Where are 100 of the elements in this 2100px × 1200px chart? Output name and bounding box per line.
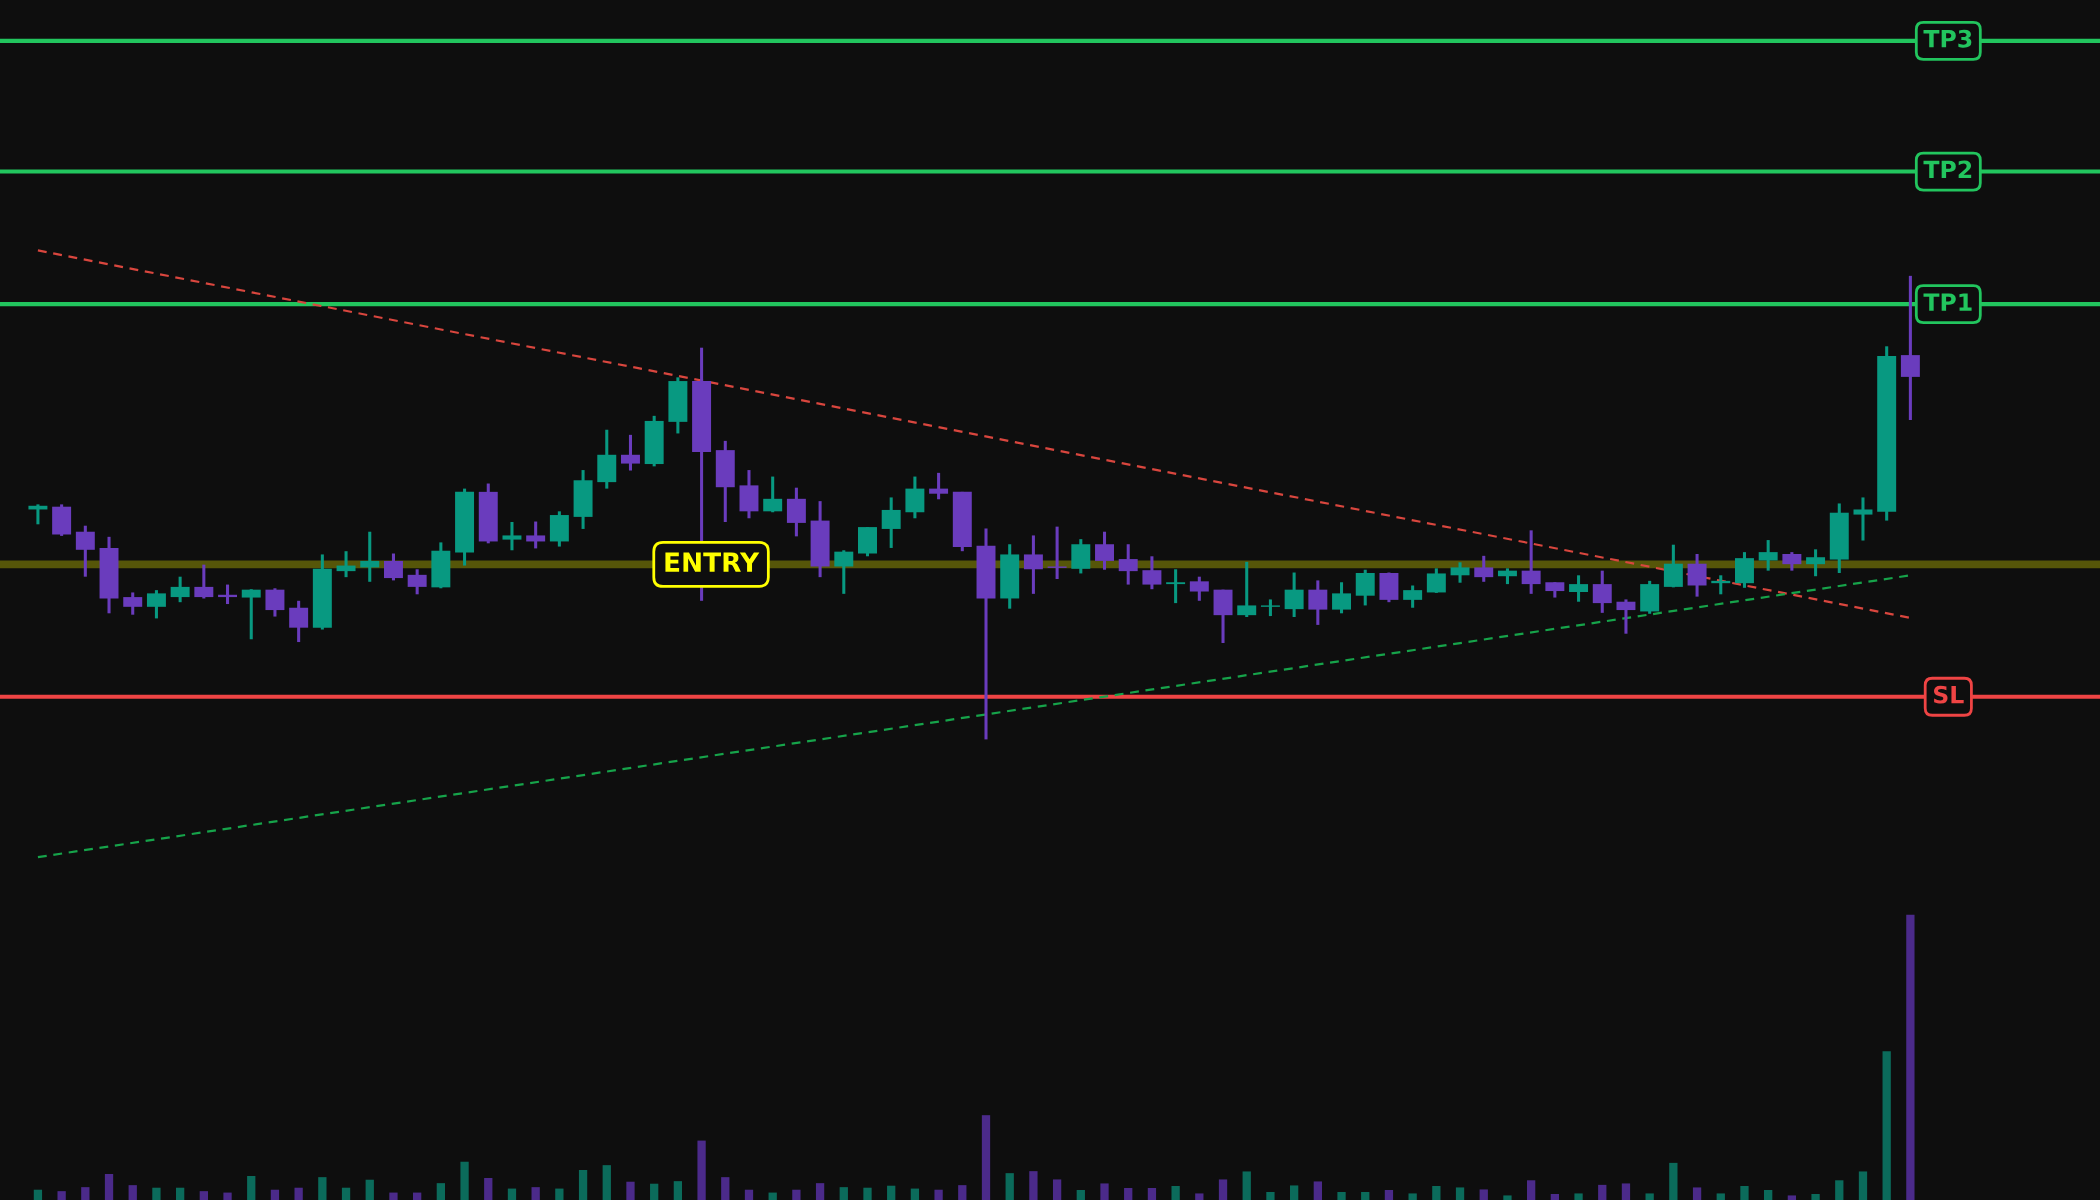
bar — [57, 1191, 66, 1200]
candlestick — [1237, 560, 1257, 618]
bar — [1195, 1193, 1204, 1200]
candlestick — [1474, 554, 1494, 582]
bar — [318, 1177, 327, 1200]
candlestick — [834, 550, 854, 594]
candlestick — [146, 590, 166, 619]
candlestick — [360, 531, 380, 582]
candlestick — [1403, 585, 1423, 608]
bar — [1835, 1180, 1844, 1200]
bar — [1005, 1173, 1014, 1200]
ref-line-label: SL — [1933, 685, 1964, 704]
ref-line-label: TP2 — [1923, 160, 1972, 179]
candlestick — [1189, 576, 1209, 601]
bar — [1858, 1171, 1868, 1200]
bar — [1740, 1186, 1749, 1200]
bar — [650, 1183, 659, 1200]
candlestick — [1142, 556, 1162, 591]
bar — [33, 1189, 43, 1200]
bar — [910, 1188, 920, 1200]
bar — [1313, 1181, 1322, 1200]
bar — [413, 1192, 422, 1200]
bar — [1100, 1183, 1109, 1200]
band-label: ENTRY — [665, 552, 760, 572]
bar — [507, 1188, 517, 1200]
bar — [247, 1176, 256, 1200]
candlestick — [1095, 531, 1114, 570]
bar — [1645, 1193, 1654, 1200]
bar — [365, 1179, 374, 1200]
bar — [1811, 1194, 1820, 1200]
candlestick — [526, 521, 546, 549]
candlestick — [194, 564, 214, 599]
ref-line-label: TP1 — [1923, 293, 1972, 311]
bar — [1764, 1190, 1773, 1200]
bar — [578, 1170, 588, 1200]
bar — [839, 1187, 848, 1200]
candlestick — [1426, 568, 1446, 593]
candlestick — [1521, 530, 1541, 594]
candlestick — [929, 471, 949, 500]
bar — [1479, 1189, 1488, 1200]
bar — [1242, 1171, 1251, 1200]
bar — [1361, 1192, 1370, 1200]
bar — [1124, 1188, 1133, 1200]
bar — [934, 1189, 943, 1200]
candlestick — [1355, 569, 1375, 606]
candlestick — [1616, 599, 1636, 634]
candlestick — [763, 476, 783, 513]
bar — [1337, 1192, 1346, 1200]
candlestick — [1806, 549, 1826, 578]
bar — [1029, 1171, 1038, 1200]
bar — [294, 1187, 303, 1200]
candlestick — [502, 521, 522, 551]
candlestick — [1118, 544, 1138, 585]
ref-line-label: TP3 — [1923, 29, 1972, 48]
candlestick — [1450, 562, 1470, 583]
bar — [815, 1183, 825, 1200]
bar — [270, 1189, 280, 1200]
candlestick — [1166, 569, 1186, 605]
bar — [199, 1191, 208, 1200]
candlestick — [336, 551, 356, 579]
bar — [1289, 1185, 1299, 1200]
bar — [1147, 1188, 1157, 1200]
candlestick — [620, 433, 640, 471]
bar — [152, 1187, 161, 1200]
bar — [958, 1185, 967, 1200]
bar — [389, 1192, 398, 1200]
candlestick — [383, 553, 403, 581]
bar — [1052, 1179, 1062, 1200]
bar — [223, 1192, 232, 1200]
bar — [104, 1174, 114, 1200]
bar — [175, 1187, 185, 1200]
bar — [626, 1181, 635, 1200]
candlestick — [881, 497, 901, 548]
bar — [673, 1181, 683, 1200]
candlestick — [75, 525, 95, 577]
candlestick — [1569, 575, 1589, 602]
bar — [1171, 1186, 1180, 1200]
bar — [697, 1140, 706, 1200]
bar — [436, 1183, 446, 1200]
bar — [128, 1185, 137, 1200]
bar — [1692, 1187, 1702, 1200]
bar — [981, 1115, 991, 1200]
bar — [1408, 1193, 1417, 1200]
candlestick — [1047, 526, 1067, 580]
candlestick — [1782, 552, 1802, 571]
bar — [744, 1189, 754, 1200]
bar — [531, 1187, 540, 1200]
bar — [460, 1161, 469, 1200]
candlestick — [1900, 274, 1920, 421]
bar — [1527, 1180, 1536, 1200]
bar — [341, 1187, 351, 1200]
bar — [1621, 1183, 1631, 1200]
bar — [1218, 1179, 1228, 1200]
candlestick — [407, 569, 427, 595]
bar — [1455, 1187, 1465, 1200]
candlestick — [1023, 535, 1043, 594]
candlestick — [241, 589, 261, 640]
bar — [1787, 1195, 1797, 1200]
candlestick — [1853, 497, 1873, 541]
bar — [555, 1188, 564, 1200]
